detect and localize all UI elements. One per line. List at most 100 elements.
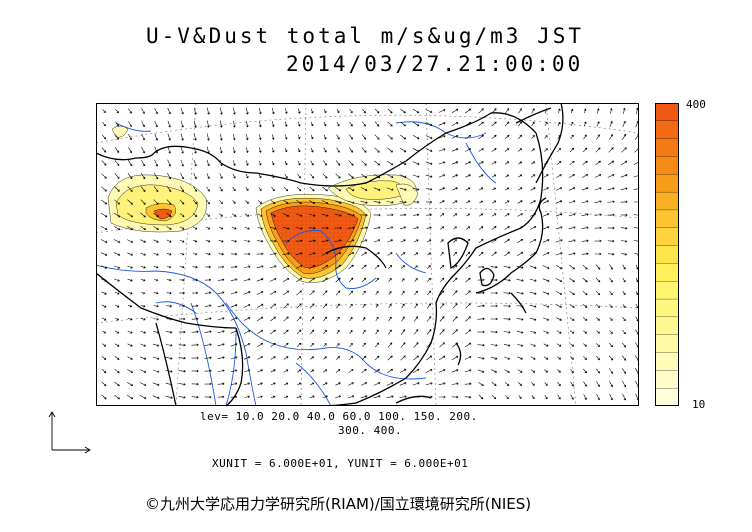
wind-vector-arrow bbox=[620, 187, 628, 190]
wind-vector-arrow bbox=[531, 121, 535, 127]
wind-vector-arrow bbox=[153, 317, 159, 321]
wind-vector-arrow bbox=[233, 107, 236, 115]
wind-vector-arrow bbox=[412, 161, 420, 165]
wind-vector-arrow bbox=[413, 239, 419, 243]
wind-vector-arrow bbox=[387, 355, 393, 361]
wind-vector-arrow bbox=[127, 356, 133, 360]
wind-vector-arrow bbox=[464, 342, 472, 348]
wind-vector-arrow bbox=[362, 290, 366, 296]
wind-vector-arrow bbox=[165, 357, 173, 360]
wind-vector-arrow bbox=[386, 213, 394, 217]
wind-vector-arrow bbox=[582, 264, 588, 270]
wind-vector-arrow bbox=[581, 200, 589, 204]
wind-vector-arrow bbox=[347, 239, 355, 243]
wind-vector-arrow bbox=[594, 252, 602, 256]
wind-vector-arrow bbox=[284, 173, 288, 179]
wind-vector-arrow bbox=[140, 291, 146, 295]
wind-vector-arrow bbox=[323, 316, 327, 322]
wind-vector-arrow bbox=[179, 239, 185, 243]
dust-plume-northeast bbox=[327, 174, 419, 206]
wind-vector-arrow bbox=[387, 342, 393, 348]
wind-vector-arrow bbox=[387, 134, 393, 140]
wind-vector-arrow bbox=[205, 278, 212, 282]
wind-vector-arrow bbox=[232, 186, 236, 192]
wind-vector-arrow bbox=[127, 173, 133, 180]
wind-vector-arrow bbox=[451, 122, 459, 126]
wind-vector-arrow bbox=[283, 290, 290, 296]
wind-vector-arrow bbox=[166, 278, 172, 282]
wind-vector-arrow bbox=[581, 187, 589, 191]
wind-vector-arrow bbox=[622, 342, 626, 348]
wind-vector-arrow bbox=[191, 382, 199, 386]
wind-vector-arrow bbox=[400, 134, 407, 140]
wind-vector-arrow bbox=[100, 252, 108, 256]
map-timestamp: 2014/03/27.21:00:00 bbox=[286, 52, 584, 76]
wind-vector-arrow bbox=[530, 187, 536, 191]
wind-vector-arrow bbox=[530, 330, 537, 334]
wind-vector-arrow bbox=[102, 121, 106, 127]
wind-vector-arrow bbox=[465, 200, 471, 204]
wind-vector-arrow bbox=[596, 381, 600, 387]
wind-vector-arrow bbox=[296, 342, 302, 348]
wind-vector-arrow bbox=[128, 108, 132, 114]
wind-vector-arrow bbox=[192, 213, 198, 217]
wind-vector-arrow bbox=[349, 134, 353, 140]
wind-vector-arrow bbox=[310, 108, 314, 114]
wind-vector-arrow bbox=[217, 304, 225, 308]
wind-vector-arrow bbox=[464, 382, 472, 386]
wind-vector-arrow bbox=[178, 330, 186, 334]
wind-vector-arrow bbox=[153, 304, 159, 308]
wind-vector-arrow bbox=[140, 304, 146, 308]
wind-vector-arrow bbox=[283, 303, 289, 309]
wind-vector-arrow bbox=[557, 356, 561, 360]
wind-vector-arrow bbox=[309, 173, 315, 179]
wind-vector-arrow bbox=[205, 240, 211, 243]
wind-vector-arrow bbox=[153, 212, 159, 218]
wind-vector-arrow bbox=[140, 252, 146, 256]
wind-vector-arrow bbox=[373, 173, 381, 179]
wind-vector-arrow bbox=[557, 394, 561, 400]
wind-vector-arrow bbox=[114, 160, 120, 166]
wind-vector-arrow bbox=[362, 317, 366, 321]
wind-vector-arrow bbox=[543, 161, 549, 165]
wind-vector-arrow bbox=[555, 200, 563, 204]
wind-vector-arrow bbox=[490, 343, 498, 347]
wind-vector-arrow bbox=[609, 317, 613, 321]
wind-vector-arrow bbox=[348, 173, 354, 179]
wind-vector-arrow bbox=[323, 343, 327, 347]
wind-vector-arrow bbox=[309, 382, 315, 386]
wind-vector-arrow bbox=[113, 226, 121, 230]
wind-vector-arrow bbox=[581, 213, 589, 216]
wind-vector-arrow bbox=[153, 239, 159, 243]
wind-vector-arrow bbox=[542, 291, 550, 295]
wind-vector-arrow bbox=[361, 368, 367, 374]
wind-vector-arrow bbox=[505, 174, 509, 178]
wind-vector-arrow bbox=[374, 355, 380, 361]
wind-vector-arrow bbox=[309, 290, 315, 296]
wind-vector-arrow bbox=[141, 121, 145, 128]
wind-vector-arrow bbox=[361, 264, 367, 270]
wind-vector-arrow bbox=[608, 160, 615, 166]
wind-vector-arrow bbox=[100, 212, 108, 218]
wind-vector-arrow bbox=[128, 134, 132, 140]
wind-vector-arrow bbox=[284, 160, 288, 166]
wind-vector-arrow bbox=[166, 226, 172, 230]
wind-vector-arrow bbox=[412, 368, 420, 373]
wind-vector-arrow bbox=[465, 277, 471, 283]
wind-vector-arrow bbox=[503, 330, 511, 334]
wind-vector-arrow bbox=[127, 382, 134, 386]
wind-vector-arrow bbox=[427, 265, 431, 269]
rivers bbox=[96, 121, 497, 406]
wind-vector-arrow bbox=[258, 200, 263, 204]
wind-vector-arrow bbox=[374, 134, 380, 140]
wind-vector-arrow bbox=[348, 160, 354, 166]
wind-vector-arrow bbox=[349, 108, 353, 114]
wind-vector-arrow bbox=[220, 146, 223, 154]
wind-vector-arrow bbox=[413, 329, 419, 335]
wind-vector-arrow bbox=[192, 226, 198, 230]
wind-vector-arrow bbox=[193, 133, 197, 141]
wind-vector-arrow bbox=[296, 369, 302, 373]
wind-vector-arrow bbox=[490, 304, 498, 308]
wind-vector-arrow bbox=[348, 355, 354, 361]
wind-vector-arrow bbox=[166, 212, 172, 218]
